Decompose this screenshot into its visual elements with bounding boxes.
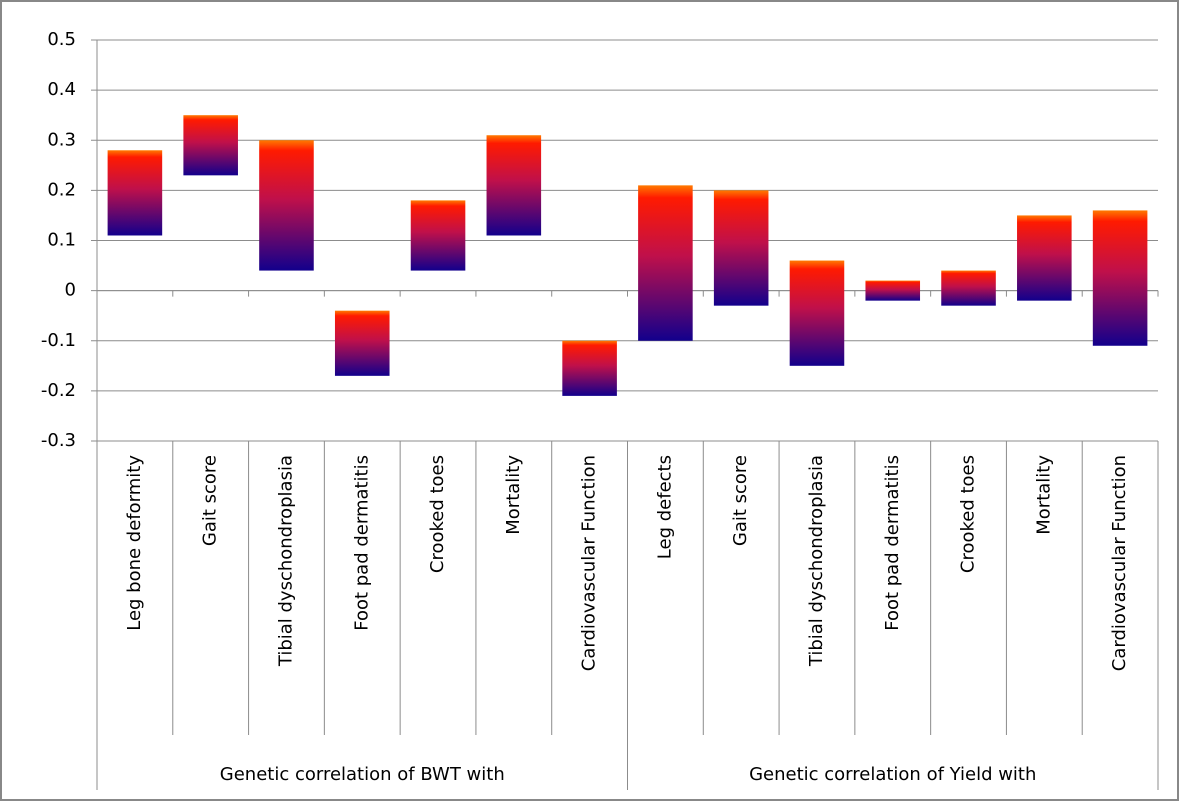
x-tick-label: Mortality [503,455,524,535]
x-tick-label: Leg bone deformity [124,455,145,631]
x-tick-label: Leg defects [654,455,675,559]
x-tick-label: Tibial dyschondroplasia [806,455,827,667]
x-tick-label: Gait score [200,455,221,546]
bar [789,260,845,366]
bar [410,200,466,271]
bar [107,150,163,236]
y-tick-label: 0.3 [47,129,76,150]
bar [1092,210,1148,346]
x-tick-label: Cardiovascular Function [1109,455,1130,671]
x-tick-label: Foot pad dermatitis [351,455,372,631]
bar [941,270,996,306]
bar [713,190,769,306]
y-tick-label: -0.1 [41,330,76,351]
y-tick-label: -0.3 [41,430,76,451]
group-label: Genetic correlation of BWT with [220,764,505,785]
y-tick-label: 0.1 [47,230,76,251]
y-tick-label: -0.2 [41,380,76,401]
bar [486,135,542,236]
x-tick-label: Crooked toes [958,455,979,573]
y-tick-label: 0 [65,280,76,301]
bar [562,340,617,396]
y-tick-label: 0.2 [47,179,76,200]
x-tick-label: Foot pad dermatitis [882,455,903,631]
bar [865,280,921,301]
x-tick-label: Gait score [730,455,751,546]
bar [183,115,238,176]
x-tick-label: Mortality [1033,455,1054,535]
bar [259,140,314,271]
x-tick-label: Tibial dyschondroplasia [275,455,296,667]
y-tick-label: 0.5 [47,29,76,50]
x-tick-label: Cardiovascular Function [579,455,600,671]
group-label: Genetic correlation of Yield with [749,764,1036,785]
bar [1017,215,1072,301]
x-tick-label: Crooked toes [427,455,448,573]
bar [638,185,693,341]
bar [334,310,390,376]
y-tick-label: 0.4 [47,79,76,100]
